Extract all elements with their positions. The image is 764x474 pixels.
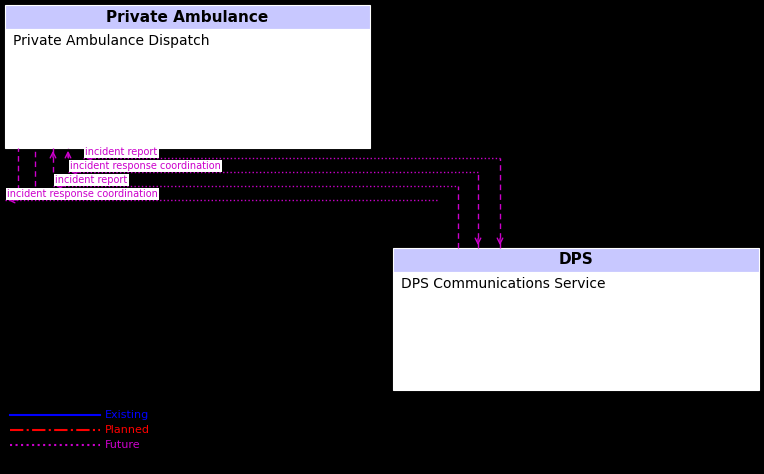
Bar [5, 5, 370, 29]
Text: Future: Future [105, 440, 141, 450]
Text: Existing: Existing [105, 410, 149, 420]
Bar [5, 29, 370, 148]
Text: DPS Communications Service: DPS Communications Service [401, 277, 606, 291]
Bar [393, 272, 759, 390]
Text: Private Ambulance: Private Ambulance [106, 9, 269, 25]
Text: Private Ambulance Dispatch: Private Ambulance Dispatch [13, 34, 209, 48]
Text: Planned: Planned [105, 425, 150, 435]
Text: DPS: DPS [558, 253, 594, 267]
Text: incident report: incident report [55, 175, 128, 185]
Text: incident response coordination: incident response coordination [7, 189, 158, 199]
Text: incident response coordination: incident response coordination [70, 161, 221, 171]
Text: incident report: incident report [85, 147, 157, 157]
Bar [393, 248, 759, 272]
